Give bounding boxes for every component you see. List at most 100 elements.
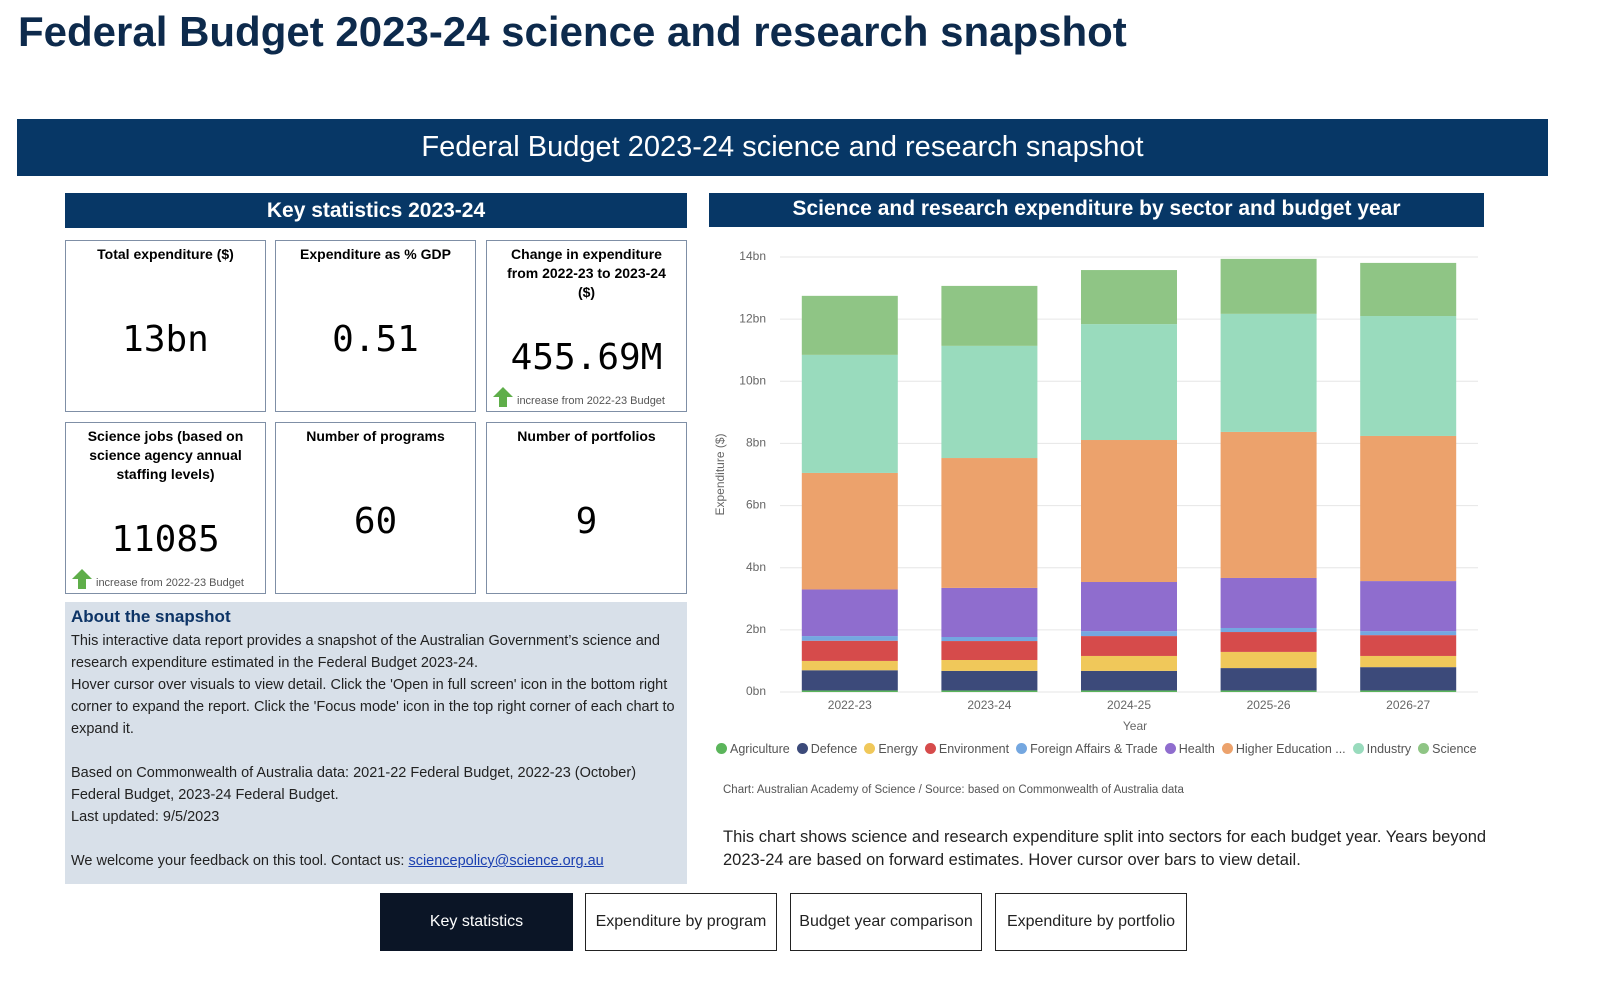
stat-label: Science jobs (based on science agency an… [87, 428, 244, 482]
y-tick-label: 10bn [739, 373, 766, 387]
legend-swatch [796, 743, 808, 754]
bar-segment [1081, 636, 1177, 656]
legend-swatch [1221, 743, 1233, 754]
bar-segment [941, 637, 1038, 642]
page-title: Federal Budget 2023-24 science and resea… [18, 8, 1127, 55]
stat-label: Change in expenditure from 2022-23 to 20… [507, 246, 666, 300]
bar-segment [1081, 690, 1177, 692]
legend-label: Industry [1366, 742, 1412, 756]
stat-card: Total expenditure ($) 13bn [65, 240, 266, 412]
chart-header: Science and research expenditure by sect… [709, 193, 1484, 227]
up-arrow [493, 387, 513, 407]
legend-label: Science [1432, 742, 1477, 756]
legend: Agriculture Defence Energy Environment Forei… [716, 742, 1477, 756]
tab-button[interactable]: Budget year comparison [790, 893, 982, 951]
y-tick-label: 14bn [739, 249, 766, 263]
x-tick-label: 2023-24 [967, 698, 1011, 712]
bar-segment [941, 641, 1038, 660]
stat-value: 13bn [122, 319, 209, 360]
tab-button[interactable]: Expenditure by portfolio [995, 893, 1187, 951]
legend-item: Science [1418, 742, 1477, 756]
bar-segment [1081, 631, 1177, 637]
tab-button[interactable]: Expenditure by program [585, 893, 777, 951]
legend-swatch [864, 743, 876, 754]
stat-card: Science jobs (based on science agency an… [65, 422, 266, 594]
stat-value: 0.51 [332, 319, 419, 360]
legend-label: Energy [878, 742, 918, 756]
legend-item: Higher Education ... [1221, 742, 1346, 756]
about-text: Based on Commonwealth of Australia data:… [71, 765, 637, 803]
bar-segment [801, 295, 898, 355]
stat-note: increase from 2022-23 Budget [517, 395, 665, 407]
bar-segment [1360, 316, 1457, 436]
bar-segment [941, 670, 1038, 691]
y-axis-title: Expenditure ($) [713, 433, 727, 515]
stat-card: Number of programs 60 [275, 422, 476, 594]
bar-segment [801, 660, 898, 671]
legend-label: Agriculture [730, 742, 790, 756]
key-stats-header: Key statistics 2023-24 [65, 193, 687, 228]
bar-segment [1081, 670, 1177, 691]
stat-note: increase from 2022-23 Budget [96, 577, 244, 589]
bar-segment [1360, 690, 1457, 692]
bar-segment [1220, 651, 1317, 669]
stat-label: Number of programs [306, 428, 445, 444]
bar-segment [941, 458, 1038, 588]
bar-segment [1360, 581, 1457, 632]
chart-description: This chart shows science and research ex… [723, 828, 1487, 869]
about-title: About the snapshot [71, 607, 231, 626]
legend-label: Health [1178, 742, 1215, 756]
legend-item: Industry [1352, 742, 1412, 756]
bar-segment [1360, 435, 1457, 582]
chart-note: Chart: Australian Academy of Science / S… [723, 784, 1184, 796]
legend-item: Environment [924, 742, 1010, 756]
bar-segment [1220, 690, 1317, 692]
about-text: Hover cursor over visuals to view detail… [71, 677, 675, 737]
about-text: This interactive data report provides a … [71, 633, 660, 671]
legend-label: Foreign Affairs & Trade [1030, 742, 1158, 756]
stat-value: 9 [575, 501, 598, 542]
bar-segment [801, 354, 898, 473]
y-tick-label: 8bn [746, 436, 766, 450]
stat-label: Number of portfolios [517, 428, 656, 444]
bar-segment [941, 587, 1038, 638]
legend-swatch [924, 743, 936, 754]
x-tick-label: 2024-25 [1107, 698, 1151, 712]
stat-value: 455.69M [510, 337, 663, 378]
legend-label: Environment [938, 742, 1010, 756]
y-tick-label: 12bn [739, 311, 766, 325]
bar-segment [801, 690, 898, 692]
bar-segment [1081, 270, 1177, 325]
about-text: Last updated: 9/5/2023 [71, 809, 220, 825]
bar-segment [941, 690, 1038, 692]
bar-segment [941, 285, 1038, 346]
stat-label: Total expenditure ($) [97, 246, 234, 262]
bar-segment [801, 636, 898, 641]
bar-segment [1081, 324, 1177, 441]
stat-card: Expenditure as % GDP 0.51 [275, 240, 476, 412]
bar-segment [801, 472, 898, 590]
legend-label: Defence [810, 742, 858, 756]
banner: Federal Budget 2023-24 science and resea… [17, 119, 1548, 176]
bar-segment [1360, 631, 1457, 636]
feedback-text: We welcome your feedback on this tool. C… [71, 853, 405, 869]
tab-button[interactable]: Key statistics [380, 893, 573, 951]
email-link[interactable]: sciencepolicy@science.org.au [408, 853, 604, 869]
y-tick-label: 0bn [746, 684, 766, 698]
bar-segment [1220, 627, 1317, 633]
bar-segment [1220, 431, 1317, 578]
bar-segment [1081, 440, 1177, 583]
legend-swatch [716, 743, 727, 754]
bar-segment [1360, 667, 1457, 691]
stat-value: 11085 [111, 519, 220, 560]
y-tick-label: 4bn [746, 560, 766, 574]
bar-segment [1220, 668, 1317, 691]
bar-segment [801, 670, 898, 691]
bar-segment [1360, 262, 1457, 317]
bar-segment [1220, 577, 1317, 628]
stat-card: Change in expenditure from 2022-23 to 20… [486, 240, 687, 412]
legend-swatch [1016, 743, 1028, 754]
bar-segment [1360, 655, 1457, 668]
legend-item: Health [1164, 742, 1215, 756]
